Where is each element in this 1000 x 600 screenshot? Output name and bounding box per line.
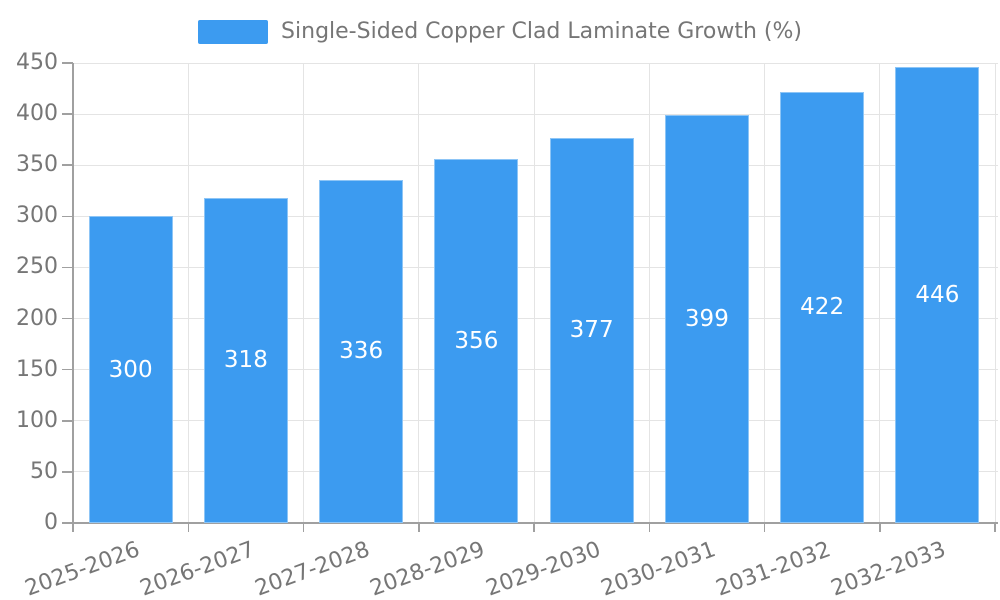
- y-axis-line: [72, 63, 74, 532]
- bar[interactable]: [203, 197, 288, 523]
- h-gridline: [73, 266, 998, 268]
- h-gridline: [73, 369, 998, 371]
- y-axis-tick: [62, 471, 73, 473]
- x-axis-tick: [418, 523, 420, 532]
- y-axis-label: 100: [16, 407, 58, 433]
- bar[interactable]: [664, 115, 749, 523]
- x-axis-label: 2026-2027: [136, 537, 259, 600]
- x-axis-tick: [648, 523, 650, 532]
- y-axis-label: 0: [44, 510, 58, 535]
- v-gridline: [764, 63, 765, 523]
- legend-label: Single-Sided Copper Clad Laminate Growth…: [281, 19, 802, 44]
- y-axis-label: 50: [30, 458, 58, 484]
- x-axis-tick: [302, 523, 305, 532]
- y-axis-tick: [62, 62, 73, 64]
- y-axis-tick: [62, 368, 73, 371]
- x-axis-label: 2025-2026: [21, 537, 143, 600]
- y-axis-label: 300: [16, 203, 58, 229]
- x-axis-tick: [763, 523, 766, 532]
- y-axis-tick: [62, 215, 73, 218]
- legend-item[interactable]: Single-Sided Copper Clad Laminate Growth…: [0, 18, 1000, 46]
- x-axis-tick: [994, 523, 996, 532]
- x-axis-tick: [533, 523, 535, 532]
- y-axis-tick: [62, 164, 73, 166]
- x-axis-line: [62, 522, 998, 524]
- x-axis-tick: [187, 523, 189, 532]
- h-gridline: [73, 420, 998, 422]
- bar[interactable]: [88, 216, 173, 523]
- bar[interactable]: [780, 91, 865, 523]
- x-axis-tick: [879, 523, 881, 532]
- x-axis-label: 2032-2033: [828, 537, 950, 600]
- v-gridline: [187, 63, 189, 523]
- x-axis-label: 2029-2030: [482, 537, 604, 600]
- y-axis-label: 400: [16, 101, 58, 127]
- y-axis-label: 150: [16, 356, 58, 382]
- y-axis-tick: [62, 113, 73, 115]
- y-axis-label: 450: [16, 50, 58, 75]
- x-axis-label: 2031-2032: [713, 537, 835, 600]
- y-axis-tick: [62, 420, 73, 422]
- h-gridline: [73, 318, 998, 320]
- bar[interactable]: [895, 67, 980, 523]
- h-gridline: [73, 113, 998, 115]
- y-axis-label: 250: [16, 254, 58, 280]
- bar[interactable]: [319, 179, 404, 523]
- y-axis-label: 200: [16, 305, 58, 331]
- v-gridline: [303, 63, 304, 523]
- y-axis-tick: [62, 266, 73, 269]
- bar[interactable]: [549, 137, 634, 523]
- v-gridline: [879, 63, 881, 523]
- v-gridline: [648, 63, 650, 523]
- y-axis-tick: [62, 317, 73, 320]
- legend-swatch: [198, 20, 269, 44]
- bar[interactable]: [434, 159, 519, 523]
- x-axis-label: 2028-2029: [367, 537, 489, 600]
- h-gridline: [73, 164, 998, 166]
- h-gridline: [73, 471, 998, 473]
- v-gridline: [533, 63, 535, 523]
- h-gridline: [73, 62, 998, 64]
- y-axis-label: 350: [16, 152, 58, 178]
- x-axis-label: 2030-2031: [597, 537, 720, 600]
- v-gridline: [418, 63, 420, 523]
- x-axis-label: 2027-2028: [252, 537, 374, 600]
- v-gridline: [994, 63, 996, 523]
- h-gridline: [73, 215, 998, 217]
